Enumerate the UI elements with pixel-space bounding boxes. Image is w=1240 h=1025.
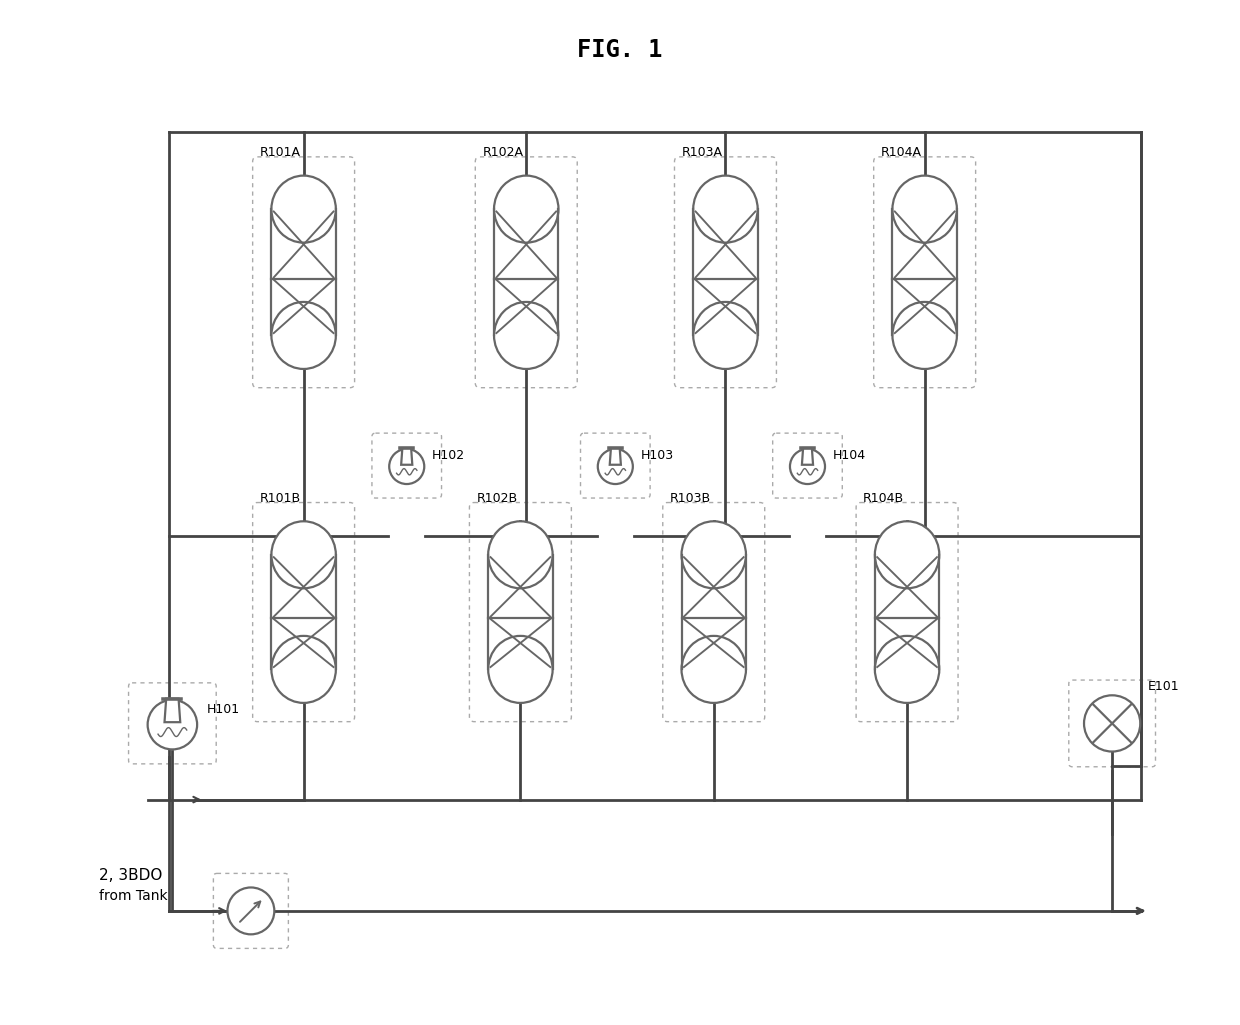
Circle shape: [227, 888, 274, 935]
Ellipse shape: [272, 522, 336, 588]
Bar: [693, 209, 758, 335]
Text: R101A: R101A: [259, 147, 300, 159]
Ellipse shape: [489, 522, 553, 588]
Polygon shape: [165, 699, 180, 723]
Circle shape: [598, 449, 632, 484]
Circle shape: [389, 449, 424, 484]
Text: H104: H104: [833, 449, 866, 462]
Ellipse shape: [693, 302, 758, 369]
Text: R102A: R102A: [482, 147, 523, 159]
Text: E101: E101: [1147, 680, 1179, 693]
Bar: [682, 555, 746, 669]
Ellipse shape: [682, 522, 746, 588]
Ellipse shape: [875, 636, 940, 703]
Ellipse shape: [893, 175, 957, 243]
Text: R103B: R103B: [670, 492, 711, 505]
Text: from Tank: from Tank: [98, 889, 167, 903]
Ellipse shape: [489, 636, 553, 703]
Text: R103A: R103A: [682, 147, 723, 159]
Bar: [893, 209, 957, 335]
Bar: [489, 555, 553, 669]
Bar: [494, 209, 558, 335]
Bar: [875, 555, 940, 669]
Circle shape: [148, 700, 197, 749]
Text: 2, 3BDO: 2, 3BDO: [98, 868, 162, 884]
Ellipse shape: [494, 175, 558, 243]
Ellipse shape: [494, 302, 558, 369]
Text: R101B: R101B: [259, 492, 301, 505]
Ellipse shape: [693, 175, 758, 243]
Text: FIG. 1: FIG. 1: [578, 38, 662, 62]
Circle shape: [790, 449, 825, 484]
Text: H101: H101: [207, 703, 241, 716]
Text: R104B: R104B: [863, 492, 904, 505]
Text: H102: H102: [433, 449, 465, 462]
Polygon shape: [610, 448, 621, 464]
Polygon shape: [402, 448, 413, 464]
Ellipse shape: [682, 636, 746, 703]
Ellipse shape: [893, 302, 957, 369]
Polygon shape: [802, 448, 813, 464]
Text: R102B: R102B: [476, 492, 517, 505]
Ellipse shape: [272, 636, 336, 703]
Circle shape: [1084, 695, 1141, 751]
Ellipse shape: [875, 522, 940, 588]
Ellipse shape: [272, 302, 336, 369]
Bar: [272, 555, 336, 669]
Text: H103: H103: [641, 449, 673, 462]
Bar: [272, 209, 336, 335]
Text: R104A: R104A: [880, 147, 921, 159]
Ellipse shape: [272, 175, 336, 243]
